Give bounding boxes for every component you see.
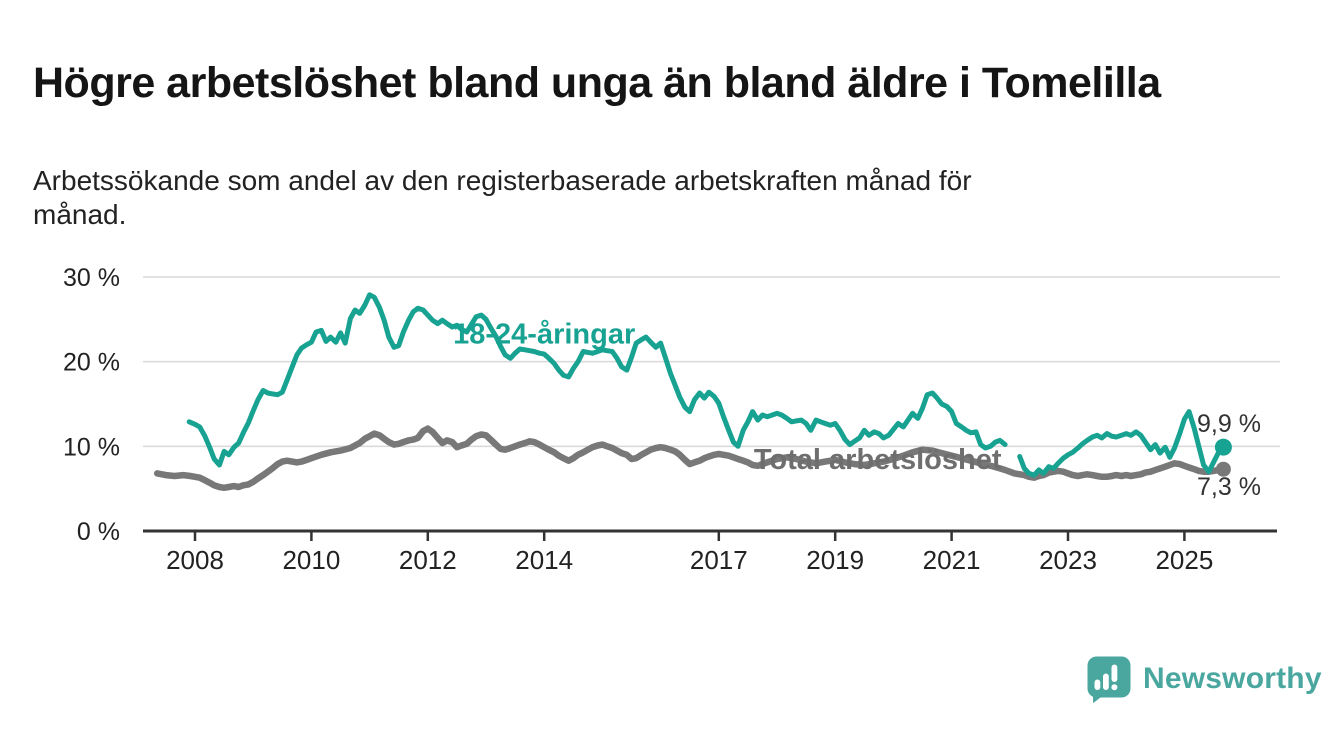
- y-axis-tick-label-30: 30 %: [63, 264, 120, 292]
- series-inline-label-youth: 18-24-åringar: [453, 319, 635, 351]
- series-line-total: [153, 425, 1227, 492]
- series-inline-label-total: Total arbetslöshet: [754, 444, 1002, 476]
- end-dot-youth: [1214, 438, 1232, 456]
- x-axis-tick-label-2012: 2012: [399, 545, 457, 575]
- x-axis-tick-label-2023: 2023: [1039, 545, 1097, 575]
- x-axis-tick-label-2019: 2019: [806, 545, 864, 575]
- x-axis-tick-label-2008: 2008: [166, 545, 224, 575]
- series-line-youth-seg1: [186, 292, 1008, 468]
- newsworthy-wordmark: Newsworthy: [1143, 662, 1322, 695]
- newsworthy-bubble-barchart-icon: [1087, 656, 1131, 703]
- page-title: Högre arbetslöshet bland unga än bland ä…: [33, 58, 1161, 107]
- end-value-label-total: 7,3 %: [1197, 473, 1261, 501]
- y-axis-tick-label-0: 0 %: [77, 518, 120, 546]
- x-axis-tick-label-2010: 2010: [282, 545, 340, 575]
- y-axis-tick-label-20: 20 %: [63, 349, 120, 377]
- x-axis-tick-label-2021: 2021: [923, 545, 981, 575]
- series-line-youth-seg2: [1017, 409, 1226, 478]
- x-axis-tick-label-2025: 2025: [1155, 545, 1213, 575]
- end-dot-total: [1215, 461, 1231, 477]
- newsworthy-logo: Newsworthy: [1086, 654, 1322, 704]
- x-axis-tick-label-2017: 2017: [690, 545, 748, 575]
- end-value-label-youth: 9,9 %: [1197, 410, 1261, 438]
- x-axis-tick-label-2014: 2014: [515, 545, 573, 575]
- y-axis-tick-label-10: 10 %: [63, 433, 120, 461]
- page-subtitle: Arbetssökande som andel av den registerb…: [33, 165, 972, 231]
